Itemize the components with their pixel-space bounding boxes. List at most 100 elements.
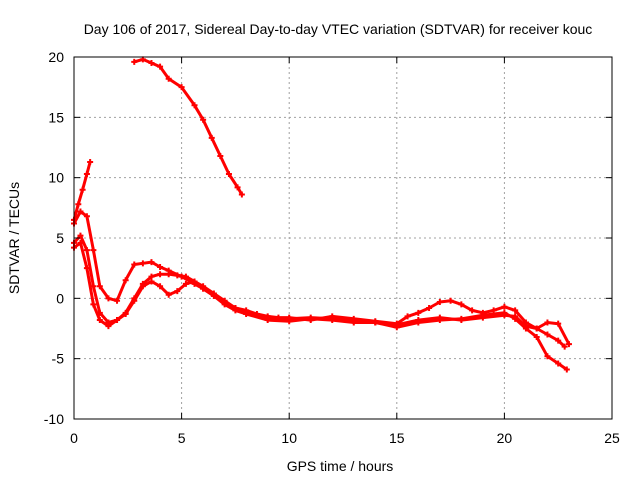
- data-point: [555, 337, 562, 344]
- y-tick-label: 5: [56, 230, 64, 246]
- data-point: [501, 309, 508, 316]
- data-point: [165, 271, 172, 278]
- data-point: [77, 208, 84, 215]
- y-tick-label: 0: [56, 290, 64, 306]
- data-point: [131, 261, 138, 268]
- x-tick-label: 25: [604, 430, 620, 446]
- data-point: [404, 313, 411, 320]
- data-point: [174, 272, 181, 279]
- data-point: [157, 263, 164, 270]
- data-point: [533, 333, 540, 340]
- data-point: [77, 232, 84, 239]
- data-point: [157, 271, 164, 278]
- data-point: [87, 158, 94, 165]
- data-point: [174, 288, 181, 295]
- data-point: [165, 291, 172, 298]
- data-point: [157, 63, 164, 70]
- data-point: [544, 353, 551, 360]
- x-tick-label: 15: [389, 430, 405, 446]
- data-point: [501, 303, 508, 310]
- data-point: [522, 325, 529, 332]
- data-point: [83, 247, 90, 254]
- data-point: [139, 283, 146, 290]
- data-point: [200, 285, 207, 292]
- data-point: [563, 366, 570, 373]
- data-point: [307, 315, 314, 322]
- data-point: [479, 312, 486, 319]
- data-point: [210, 292, 217, 299]
- data-point: [83, 265, 90, 272]
- data-point: [114, 317, 121, 324]
- data-point: [436, 317, 443, 324]
- data-point: [105, 323, 112, 330]
- data-point: [148, 60, 155, 67]
- data-point: [490, 307, 497, 314]
- data-point: [533, 325, 540, 332]
- data-point: [286, 318, 293, 325]
- axis-ticks: [73, 56, 613, 420]
- data-point: [208, 134, 215, 141]
- data-point: [415, 309, 422, 316]
- data-point: [415, 319, 422, 326]
- data-point: [200, 116, 207, 123]
- data-point: [555, 360, 562, 367]
- data-point: [148, 259, 155, 266]
- tick-labels: 0 5 10 15 20 25 -10 -5 0 5 10 15 20: [44, 49, 620, 446]
- data-point: [555, 320, 562, 327]
- x-tick-label: 20: [497, 430, 513, 446]
- data-point: [157, 283, 164, 290]
- data-point: [561, 343, 568, 350]
- data-point: [90, 247, 97, 254]
- data-point: [148, 278, 155, 285]
- data-point: [105, 295, 112, 302]
- data-point: [458, 315, 465, 322]
- data-point: [544, 319, 551, 326]
- data-point: [122, 311, 129, 318]
- data-point: [96, 283, 103, 290]
- data-point: [182, 273, 189, 280]
- data-point: [79, 186, 86, 193]
- y-axis-label: SDTVAR / TECUs: [6, 182, 22, 294]
- x-tick-label: 5: [178, 430, 186, 446]
- data-point: [234, 184, 241, 191]
- data-point: [191, 102, 198, 109]
- y-tick-label: 20: [48, 49, 64, 65]
- data-point: [243, 311, 250, 318]
- data-point: [122, 277, 129, 284]
- y-tick-label: 10: [48, 170, 64, 186]
- y-tick-label: 15: [48, 109, 64, 125]
- data-point: [458, 301, 465, 308]
- series-arc-4: [72, 234, 571, 346]
- data-point: [469, 307, 476, 314]
- data-point: [83, 171, 90, 178]
- data-point: [447, 297, 454, 304]
- y-tick-label: -10: [44, 411, 64, 427]
- data-point: [75, 201, 82, 208]
- data-point: [77, 239, 84, 246]
- data-point: [393, 324, 400, 331]
- data-point: [232, 307, 239, 314]
- data-point: [131, 297, 138, 304]
- data-series: [71, 56, 572, 373]
- x-tick-label: 10: [281, 430, 297, 446]
- data-point: [372, 319, 379, 326]
- data-point: [221, 301, 228, 308]
- data-point: [114, 297, 121, 304]
- data-point: [544, 331, 551, 338]
- data-point: [264, 317, 271, 324]
- data-point: [131, 58, 138, 65]
- data-point: [350, 319, 357, 326]
- data-point: [225, 171, 232, 178]
- series-arc-2: [132, 57, 244, 197]
- data-point: [329, 317, 336, 324]
- data-point: [436, 298, 443, 305]
- data-point: [83, 213, 90, 220]
- data-point: [96, 317, 103, 324]
- data-point: [217, 152, 224, 159]
- x-tick-label: 0: [70, 430, 78, 446]
- data-point: [182, 280, 189, 287]
- grid-lines: [74, 57, 612, 419]
- data-point: [565, 341, 572, 348]
- data-point: [512, 315, 519, 322]
